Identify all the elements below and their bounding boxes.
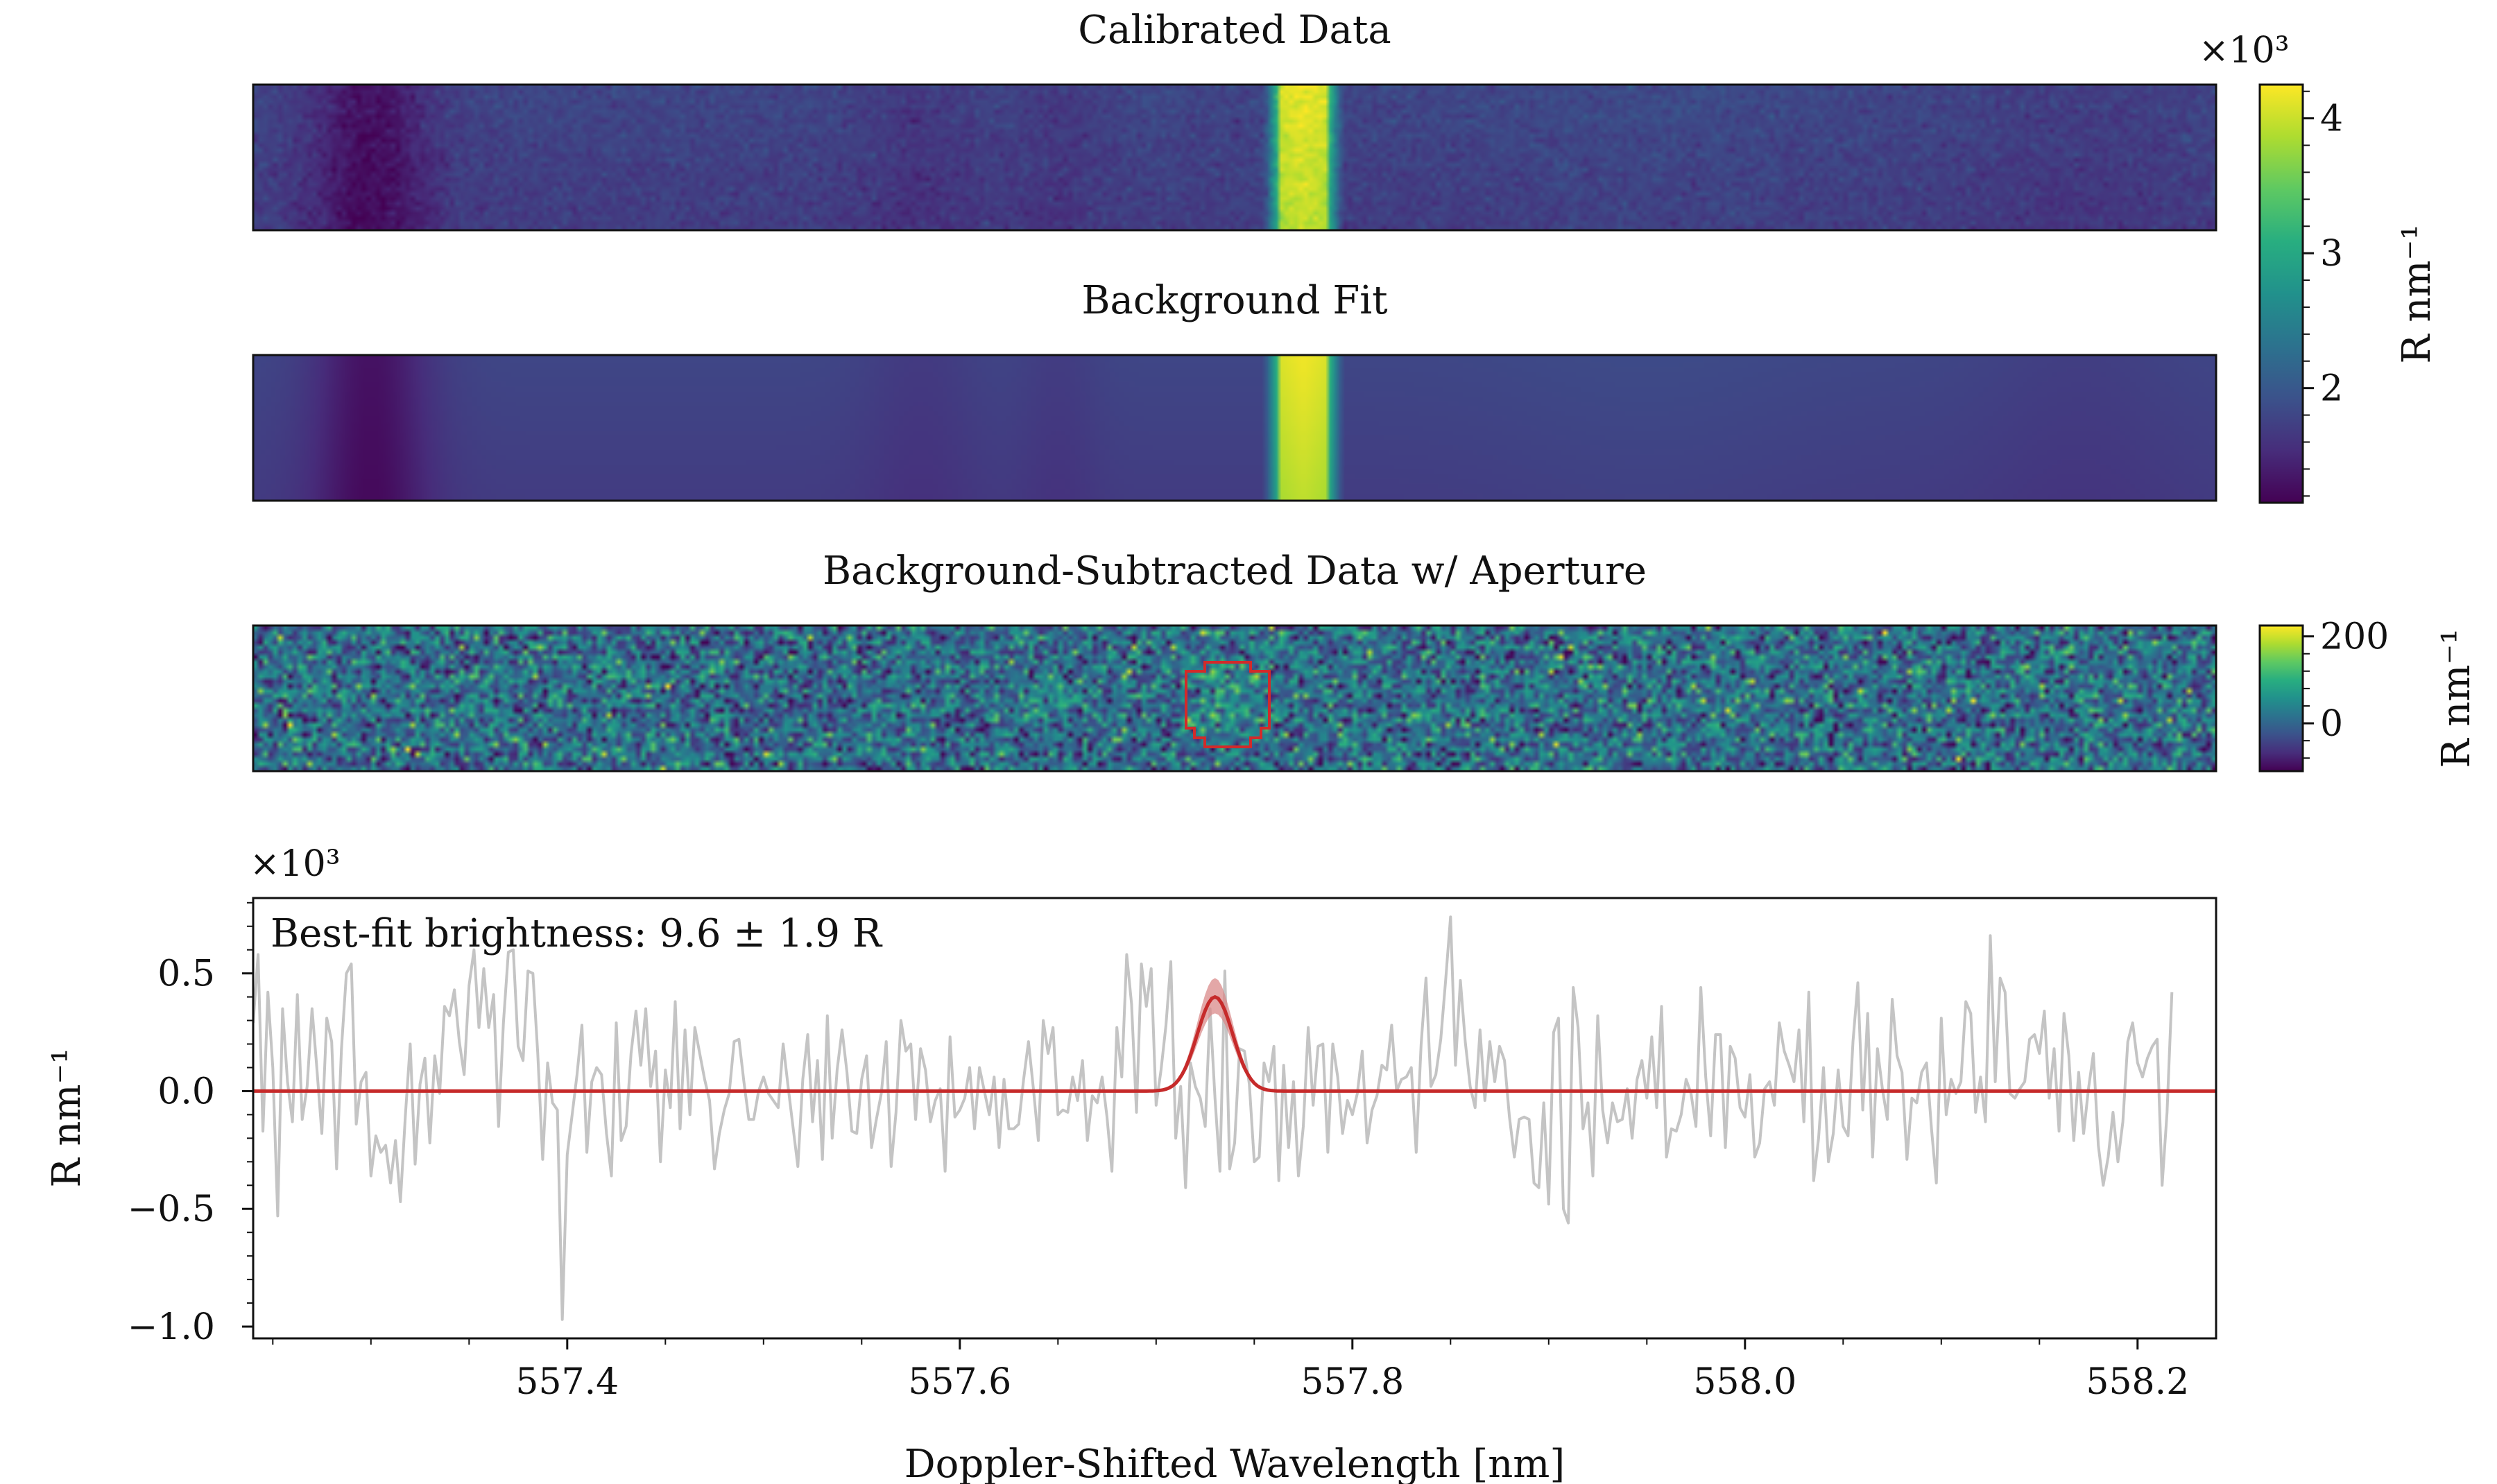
y-tick-label: −1.0	[128, 1306, 215, 1348]
main-colorbar-tick-label: 3	[2320, 233, 2343, 275]
y-tick-label: 0.0	[157, 1071, 215, 1112]
fit-line	[253, 994, 2216, 1093]
sub-colorbar-tick-label: 0	[2320, 703, 2343, 745]
main-colorbar-tick-label: 2	[2320, 368, 2343, 410]
sub-colorbar-label: R nm⁻¹	[2434, 628, 2479, 768]
x-tick-label: 557.6	[908, 1361, 1011, 1403]
panel1-title: Calibrated Data	[1078, 8, 1391, 53]
x-tick-label: 557.8	[1301, 1361, 1404, 1403]
y-tick-label: −0.5	[128, 1189, 215, 1230]
sub-colorbar-tick-label: 200	[2320, 616, 2389, 658]
x-tick-label: 558.0	[1693, 1361, 1796, 1403]
x-tick-label: 558.2	[2086, 1361, 2189, 1403]
main-colorbar: 2 3 4 ×10³ R nm⁻¹	[2199, 30, 2439, 504]
spectrum-ylabel: R nm⁻¹	[44, 1048, 89, 1187]
x-axis-label: Doppler-Shifted Wavelength [nm]	[904, 1442, 1565, 1484]
sub-colorbar: 0 200 R nm⁻¹	[2258, 616, 2479, 773]
main-colorbar-tick-label: 4	[2320, 98, 2343, 140]
background-fit-heatmap	[252, 354, 2217, 502]
spectrum-plot: 557.4 557.6 557.8 558.0 558.2 −1.0 −0.5 0.0 0.5…	[44, 843, 2217, 1484]
panel2-title: Background Fit	[1081, 278, 1388, 323]
main-colorbar-multiplier: ×10³	[2199, 30, 2290, 71]
main-colorbar-label: R nm⁻¹	[2394, 224, 2439, 363]
x-tick-label: 557.4	[515, 1361, 619, 1403]
y-tick-label: 0.5	[157, 954, 215, 995]
data-series-line	[253, 915, 2174, 1321]
panel3-title: Background-Subtracted Data w/ Aperture	[823, 549, 1647, 594]
calibrated-data-heatmap	[252, 83, 2217, 232]
spectrum-multiplier: ×10³	[250, 843, 341, 885]
aperture-outline	[1185, 661, 1271, 748]
subtracted-data-heatmap	[252, 624, 2217, 773]
brightness-annotation: Best-fit brightness: 9.6 ± 1.9 R	[271, 911, 883, 956]
